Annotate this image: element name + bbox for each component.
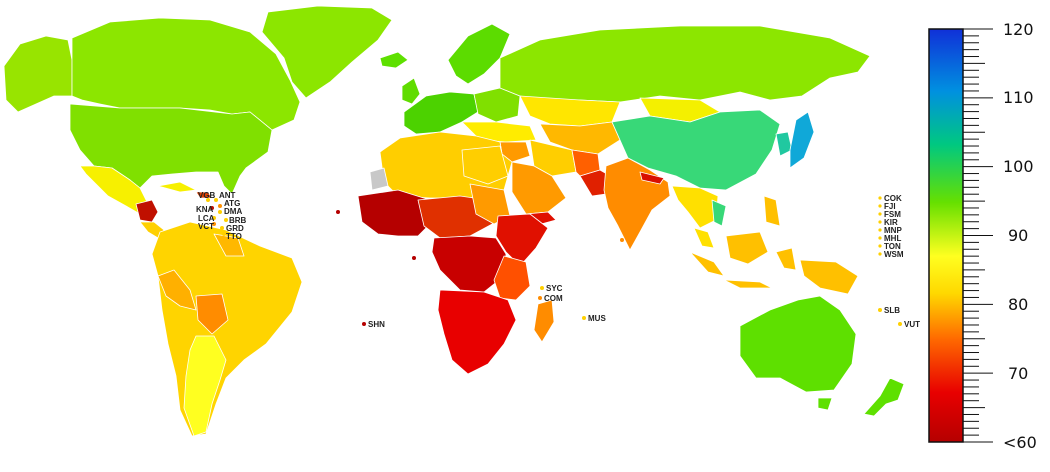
region-southern-cone [183, 335, 227, 437]
region-philippines [763, 195, 781, 227]
region-cuba [157, 181, 197, 193]
region-vietnam [711, 199, 727, 227]
tick-label-70: 70 [1008, 364, 1028, 383]
tick-label-110: 110 [1003, 88, 1034, 107]
label-fsm: FSM [884, 210, 901, 219]
label-mus: MUS [588, 314, 606, 323]
region-russia [499, 25, 871, 103]
marker-shn [362, 322, 366, 326]
marker-vut [898, 322, 902, 326]
region-borneo [725, 231, 769, 265]
color-scale-legend: 120 110 100 90 80 70 <60 [928, 20, 1037, 452]
region-egypt-libya [461, 145, 509, 185]
region-sulawesi [775, 247, 797, 271]
label-fji: FJI [884, 202, 896, 211]
region-sahara-west [369, 167, 389, 191]
region-australia [739, 295, 857, 393]
marker-atlantic-2 [412, 256, 416, 260]
label-vut: VUT [904, 320, 920, 329]
label-dma: DMA [224, 207, 242, 216]
region-west-africa [357, 189, 437, 237]
region-guyana [213, 233, 245, 257]
label-lca: LCA [198, 214, 215, 223]
region-malaysia [693, 227, 715, 249]
minor-ticks [963, 28, 993, 443]
region-southern-africa [437, 289, 517, 375]
label-shn: SHN [368, 320, 385, 329]
region-central-asia [539, 121, 621, 155]
region-sumatra [689, 251, 725, 277]
tick-label-80: 80 [1008, 295, 1028, 314]
tick-label-lt60: <60 [1003, 433, 1037, 452]
caribbean-labels: VGB ANT ATG KNA DMA LCA BRB VCT GRD TTO [196, 191, 247, 241]
region-java [723, 279, 773, 289]
marker-indian-ocean [620, 238, 624, 242]
region-hispaniola [195, 191, 213, 199]
tick-label-120: 120 [1003, 20, 1034, 39]
caribbean-markers [206, 198, 228, 236]
label-wsm: WSM [884, 250, 904, 259]
label-kna: KNA [196, 205, 214, 214]
region-iceland [379, 51, 409, 69]
color-scale-bar [928, 28, 964, 443]
label-atg: ATG [224, 199, 240, 208]
region-bolivia [195, 293, 229, 335]
marker-com [538, 296, 542, 300]
label-grd: GRD [226, 224, 244, 233]
region-western-europe [403, 91, 479, 135]
tick-label-100: 100 [1003, 157, 1034, 176]
tick-labels: 120 110 100 90 80 70 <60 [1003, 20, 1037, 452]
marker-mus [582, 316, 586, 320]
region-greenland [261, 5, 393, 99]
region-bhutan-nepal [639, 171, 665, 185]
region-japan [789, 111, 815, 169]
region-central-africa [431, 235, 507, 293]
region-madagascar [533, 299, 555, 343]
label-ant: ANT [219, 191, 236, 200]
label-tto: TTO [226, 232, 242, 241]
region-tasmania [817, 397, 833, 411]
label-kir: KIR [884, 218, 898, 227]
region-iran [529, 139, 577, 177]
region-central-america [135, 199, 159, 223]
marker-atlantic-1 [336, 210, 340, 214]
label-mhl: MHL [884, 234, 901, 243]
region-new-guinea [799, 259, 859, 295]
label-cok: COK [884, 194, 902, 203]
marker-syc [540, 286, 544, 290]
region-east-africa [493, 255, 531, 301]
region-new-zealand [863, 377, 905, 417]
region-horn-of-africa [495, 213, 549, 267]
label-ton: TON [884, 242, 901, 251]
label-vgb: VGB [198, 191, 216, 200]
label-slb: SLB [884, 306, 900, 315]
label-mnp: MNP [884, 226, 902, 235]
pacific-labels: COK FJI FSM KIR MNP MHL TON WSM [884, 194, 904, 259]
pacific-markers [878, 196, 882, 256]
region-peru [157, 269, 197, 311]
tick-label-90: 90 [1008, 226, 1028, 245]
label-syc: SYC [546, 284, 563, 293]
region-arabia [511, 161, 567, 215]
label-com: COM [544, 294, 563, 303]
marker-slb [878, 308, 882, 312]
region-indochina [671, 185, 719, 229]
label-vct: VCT [198, 222, 214, 231]
label-brb: BRB [229, 216, 247, 225]
region-uk [401, 77, 421, 105]
region-alaska [3, 35, 73, 113]
